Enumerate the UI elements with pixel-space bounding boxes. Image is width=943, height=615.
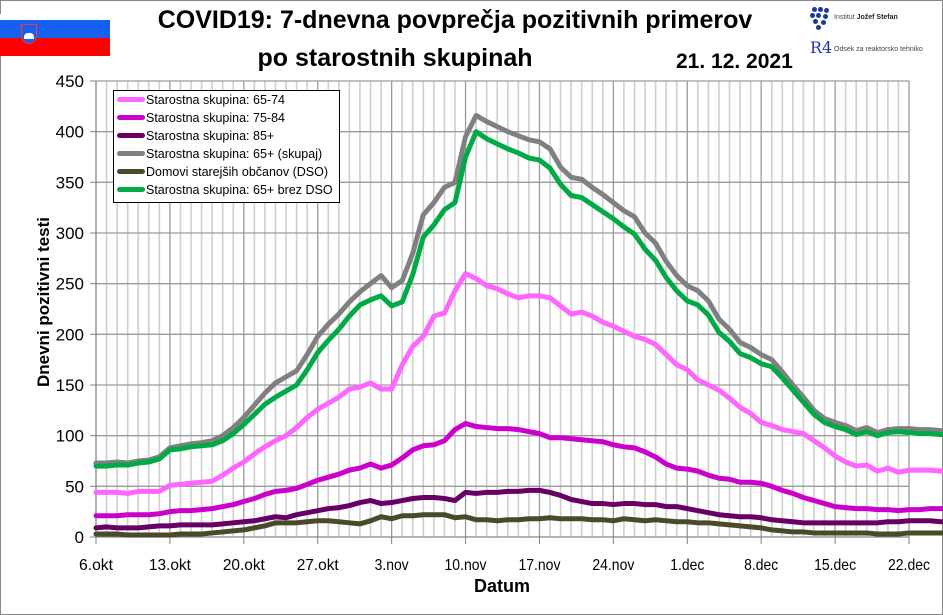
ijs-prefix: Institut [834,14,857,21]
y-tick-label: 150 [56,376,84,395]
legend: Starostna skupina: 65-74 Starostna skupi… [113,90,340,203]
slovenia-flag-icon [0,14,110,56]
legend-item: Starostna skupina: 65-74 [117,93,285,110]
x-tick-label: 1.dec [670,557,704,574]
legend-swatch [117,97,145,103]
r4-mark: R4 [810,38,833,57]
x-tick-label: 10.nov [445,557,487,574]
x-tick-label: 27.okt [297,557,340,574]
ijs-logo: Institut Jožef Stefan [808,6,938,30]
x-tick-label: 17.nov [518,557,560,574]
legend-swatch [117,187,145,193]
y-tick-label: 300 [56,224,84,243]
series-line [93,112,943,466]
ijs-name: Jožef Stefan [856,14,898,21]
legend-swatch [117,133,145,139]
series-line [93,487,943,531]
legend-swatch [117,115,145,121]
x-tick-label: 15.dec [814,557,856,574]
ijs-dots-icon [808,6,830,30]
y-tick-label: 50 [65,477,84,496]
legend-label: Starostna skupina: 65+ (skupaj) [146,147,323,161]
chart-title-line1: COVID19: 7-dnevna povprečja pozitivnih p… [157,6,753,34]
r4-logo: R4 Odsek za reaktorsko tehniko [808,38,943,60]
legend-item: Starostna skupina: 75-84 [117,111,285,128]
series-lines [93,112,943,538]
series-line [93,421,943,519]
x-tick-label: 24.nov [592,557,634,574]
x-tick-label: 8.dec [744,557,778,574]
legend-label: Starostna skupina: 75-84 [146,111,285,125]
series-line [93,271,943,496]
y-tick-label: 400 [56,123,84,142]
y-tick-label: 350 [56,173,84,192]
legend-label: Starostna skupina: 85+ [146,129,275,143]
x-tick-label: 22.dec [888,557,930,574]
x-tick-labels: 6.okt 13.okt 20.okt 27.okt 3.nov 10.nov 17.nov… [79,537,930,574]
y-tick-labels: 0 50 100 150 200 250 300 350 400 450 [56,72,96,547]
y-axis-label: Dnevni pozitivni testi [34,216,53,388]
legend-item: Domovi starejših občanov (DSO) [117,165,328,182]
legend-label: Starostna skupina: 65+ brez DSO [146,183,333,197]
r4-text: Odsek za reaktorsko tehniko [834,46,923,53]
x-tick-label: 20.okt [223,557,266,574]
series-line [93,512,943,538]
series-line [93,129,943,469]
legend-label: Domovi starejših občanov (DSO) [146,165,329,179]
legend-swatch [117,151,145,157]
coat-of-arms-icon [21,24,37,44]
y-tick-label: 250 [56,275,84,294]
legend-swatch [117,169,145,175]
y-tick-label: 100 [56,427,84,446]
chart-title-line2: po starostnih skupinah [257,44,533,72]
x-tick-label: 6.okt [79,557,114,574]
x-tick-label: 3.nov [375,557,409,574]
y-tick-label: 0 [75,528,84,547]
x-tick-label: 13.okt [149,557,192,574]
x-axis-label: Datum [473,576,530,596]
legend-label: Starostna skupina: 65-74 [146,93,285,107]
report-date: 21. 12. 2021 [676,50,793,73]
y-tick-label: 450 [56,72,84,91]
legend-item: Starostna skupina: 85+ [117,129,274,146]
legend-item: Starostna skupina: 65+ brez DSO [117,183,333,200]
y-tick-label: 200 [56,325,84,344]
legend-item: Starostna skupina: 65+ (skupaj) [117,147,322,164]
